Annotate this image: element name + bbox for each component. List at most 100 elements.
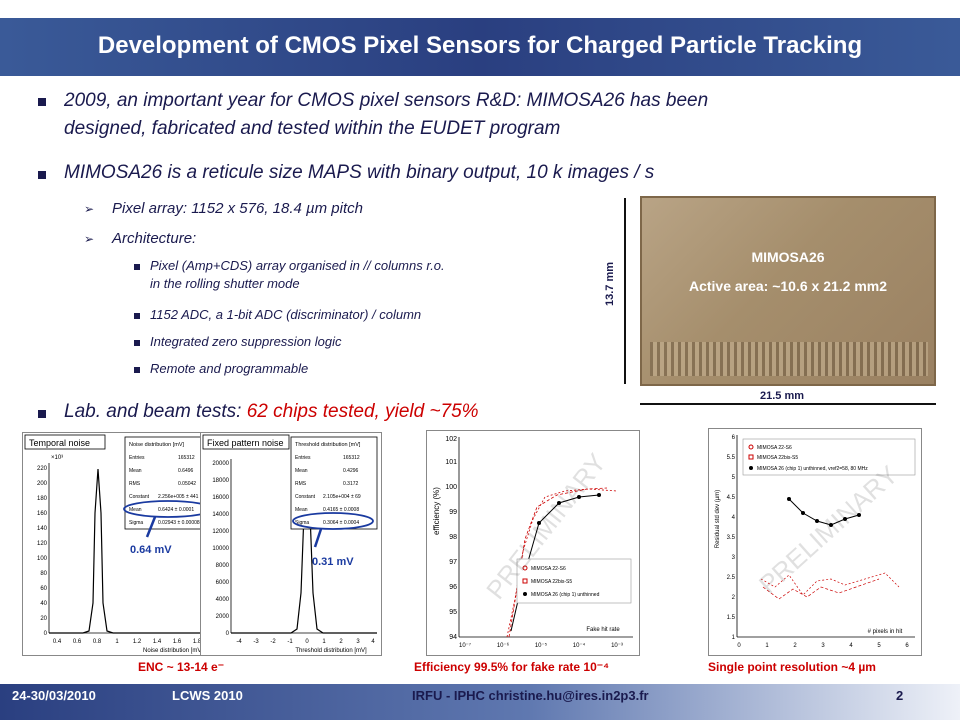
xtick-label: 1 xyxy=(765,643,769,649)
page-number: 2 xyxy=(896,688,904,703)
temporal-stats-box: Noise distribution [mV] Entries 165312 M… xyxy=(123,436,214,538)
xtick-label: 0 xyxy=(305,639,309,645)
xtick-label: 0 xyxy=(737,643,741,649)
ytick-label: 102 xyxy=(445,436,457,443)
xtick-label: -4 xyxy=(236,639,242,645)
fixed-yticks: 0 2000 4000 6000 8000 10000 12000 14000 … xyxy=(212,461,229,637)
stats-value: 0.6424 ± 0.0001 xyxy=(158,507,194,513)
height-dimension-line xyxy=(624,198,626,384)
series-m22-line xyxy=(506,488,618,638)
ytick-label: 10000 xyxy=(212,546,229,552)
stats-value: 0.4165 ± 0.0008 xyxy=(323,507,359,513)
ytick-label: 80 xyxy=(40,571,47,577)
efficiency-xticks: 10⁻⁷ 10⁻⁶ 10⁻⁵ 10⁻⁴ 10⁻³ xyxy=(459,642,623,649)
sub-bullet-marker xyxy=(134,313,140,319)
annotation-arrow xyxy=(145,516,157,538)
ytick-label: 101 xyxy=(445,459,457,466)
stats-box xyxy=(124,436,214,530)
ytick-label: 200 xyxy=(37,481,48,487)
ytick-label: 0 xyxy=(226,631,230,637)
arrow-bullet-icon: ➢ xyxy=(84,232,95,246)
legend-entry: MIMOSA 22bis-S5 xyxy=(757,455,798,461)
arch-item-4: Remote and programmable xyxy=(150,361,309,376)
m26-point xyxy=(537,521,541,525)
title-bar xyxy=(0,18,960,76)
bullet-tests: Lab. and beam tests: 62 chips tested, yi… xyxy=(64,401,479,423)
fixed-pattern-noise-plot: Fixed pattern noise 0 2000 4000 6000 800… xyxy=(200,432,382,656)
fixed-pattern-annotation: 0.31 mV xyxy=(312,556,354,568)
legend-entry: MIMOSA 22-S6 xyxy=(757,445,792,451)
ytick-label: 140 xyxy=(37,526,48,532)
stats-value: 165312 xyxy=(178,455,195,461)
stats-value: 0.6496 xyxy=(178,468,194,474)
legend-entry: MIMOSA 26 (chip 1) unthinned, vref2=58, … xyxy=(757,466,868,472)
legend-entry: MIMOSA 22-S6 xyxy=(531,566,566,572)
resolution-plot: Residual std dev (µm) 1 1.5 2 2.5 3 3.5 … xyxy=(708,428,922,656)
stats-value: 165312 xyxy=(343,455,360,461)
resolution-caption: Single point resolution ~4 µm xyxy=(708,660,876,674)
ytick-label: 40 xyxy=(40,601,47,607)
height-dimension-label: 13.7 mm xyxy=(604,261,617,307)
bullet-tests-highlight: 62 chips tested, yield ~75% xyxy=(246,401,479,422)
stats-key: Entries xyxy=(295,455,311,461)
stats-key: Sigma xyxy=(295,520,309,526)
ytick-label: 2.5 xyxy=(727,575,736,581)
efficiency-svg: efficiency (%) 94 95 96 97 98 99 100 101… xyxy=(432,436,633,649)
efficiency-legend: MIMOSA 22-S6 MIMOSA 22bis-S5 MIMOSA 26 (… xyxy=(516,558,632,604)
m26-point xyxy=(815,519,819,523)
fixed-stats-box: Threshold distribution [mV] Entries 1653… xyxy=(290,436,378,548)
stats-key: Mean xyxy=(129,468,142,474)
footer-conference: LCWS 2010 xyxy=(172,688,243,703)
ytick-label: 4.5 xyxy=(727,495,736,501)
xtick-label: 6 xyxy=(905,643,909,649)
ytick-label: 2 xyxy=(732,595,736,601)
m26-point xyxy=(597,493,601,497)
stats-value: 2.256e+005 ± 441 xyxy=(158,494,199,500)
legend-marker-square xyxy=(748,454,754,460)
ytick-label: 96 xyxy=(449,584,457,591)
ytick-label: 16000 xyxy=(212,495,229,501)
legend-marker-circle xyxy=(522,565,528,571)
legend-box xyxy=(742,438,916,476)
chip-area-label: Active area: ~10.6 x 21.2 mm2 xyxy=(688,278,888,294)
m26-point xyxy=(857,513,861,517)
x-axis-label: Threshold distribution [mV] xyxy=(295,648,367,654)
resolution-svg: Residual std dev (µm) 1 1.5 2 2.5 3 3.5 … xyxy=(715,435,916,649)
fixed-pattern-noise-svg: Fixed pattern noise 0 2000 4000 6000 800… xyxy=(202,434,378,654)
ytick-label: 97 xyxy=(449,559,457,566)
legend-marker-dot xyxy=(749,466,753,470)
x-axis-label: Noise distribution [mV] xyxy=(143,648,203,654)
stats-key: Entries xyxy=(129,455,145,461)
footer-affiliation: IRFU - IPHC christine.hu@ires.in2p3.fr xyxy=(412,688,649,703)
bullet-tests-prefix: Lab. and beam tests: xyxy=(64,401,247,422)
ytick-label: 18000 xyxy=(212,478,229,484)
efficiency-yticks: 94 95 96 97 98 99 100 101 102 xyxy=(445,436,457,641)
annotation-arrow xyxy=(313,528,323,548)
resolution-legend: MIMOSA 22-S6 MIMOSA 22bis-S5 MIMOSA 26 (… xyxy=(742,438,916,476)
efficiency-plot: efficiency (%) 94 95 96 97 98 99 100 101… xyxy=(426,430,640,656)
width-dimension-label: 21.5 mm xyxy=(760,390,805,402)
arch-item-3: Integrated zero suppression logic xyxy=(150,334,342,349)
xtick-label: 1.4 xyxy=(153,639,162,645)
ytick-label: 14000 xyxy=(212,512,229,518)
bullet-marker xyxy=(38,171,46,179)
temporal-xticks: 0.4 0.6 0.8 1 1.2 1.4 1.6 1.8 xyxy=(53,639,202,645)
footer-date: 24-30/03/2010 xyxy=(12,688,96,703)
ytick-label: 3.5 xyxy=(727,535,736,541)
y-axis-label: efficiency (%) xyxy=(432,487,441,535)
stats-key: RMS xyxy=(129,481,141,487)
stats-title: Threshold distribution [mV] xyxy=(295,442,361,448)
xtick-label: 10⁻³ xyxy=(611,643,623,649)
ytick-label: 94 xyxy=(449,634,457,641)
arrow-bullet-icon: ➢ xyxy=(84,202,95,216)
legend-box xyxy=(516,558,632,604)
stats-key: Constant xyxy=(129,494,150,500)
xtick-label: -3 xyxy=(253,639,259,645)
bullet-marker xyxy=(38,410,46,418)
m26-point xyxy=(801,511,805,515)
m26-point xyxy=(787,497,791,501)
x-axis-label: Fake hit rate xyxy=(586,627,620,633)
ytick-label: 60 xyxy=(40,586,47,592)
ytick-label: 95 xyxy=(449,609,457,616)
xtick-label: 1 xyxy=(322,639,326,645)
